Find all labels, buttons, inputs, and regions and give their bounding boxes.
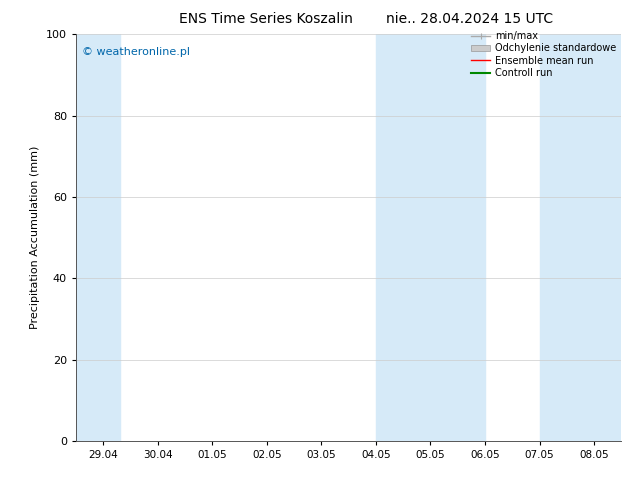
Bar — [76, 34, 120, 441]
Text: © weatheronline.pl: © weatheronline.pl — [82, 47, 190, 56]
Text: ENS Time Series Koszalin: ENS Time Series Koszalin — [179, 12, 353, 26]
Text: nie.. 28.04.2024 15 UTC: nie.. 28.04.2024 15 UTC — [385, 12, 553, 26]
Bar — [540, 34, 621, 441]
Legend: min/max, Odchylenie standardowe, Ensemble mean run, Controll run: min/max, Odchylenie standardowe, Ensembl… — [471, 31, 616, 78]
Bar — [376, 34, 485, 441]
Y-axis label: Precipitation Accumulation (mm): Precipitation Accumulation (mm) — [30, 146, 41, 329]
